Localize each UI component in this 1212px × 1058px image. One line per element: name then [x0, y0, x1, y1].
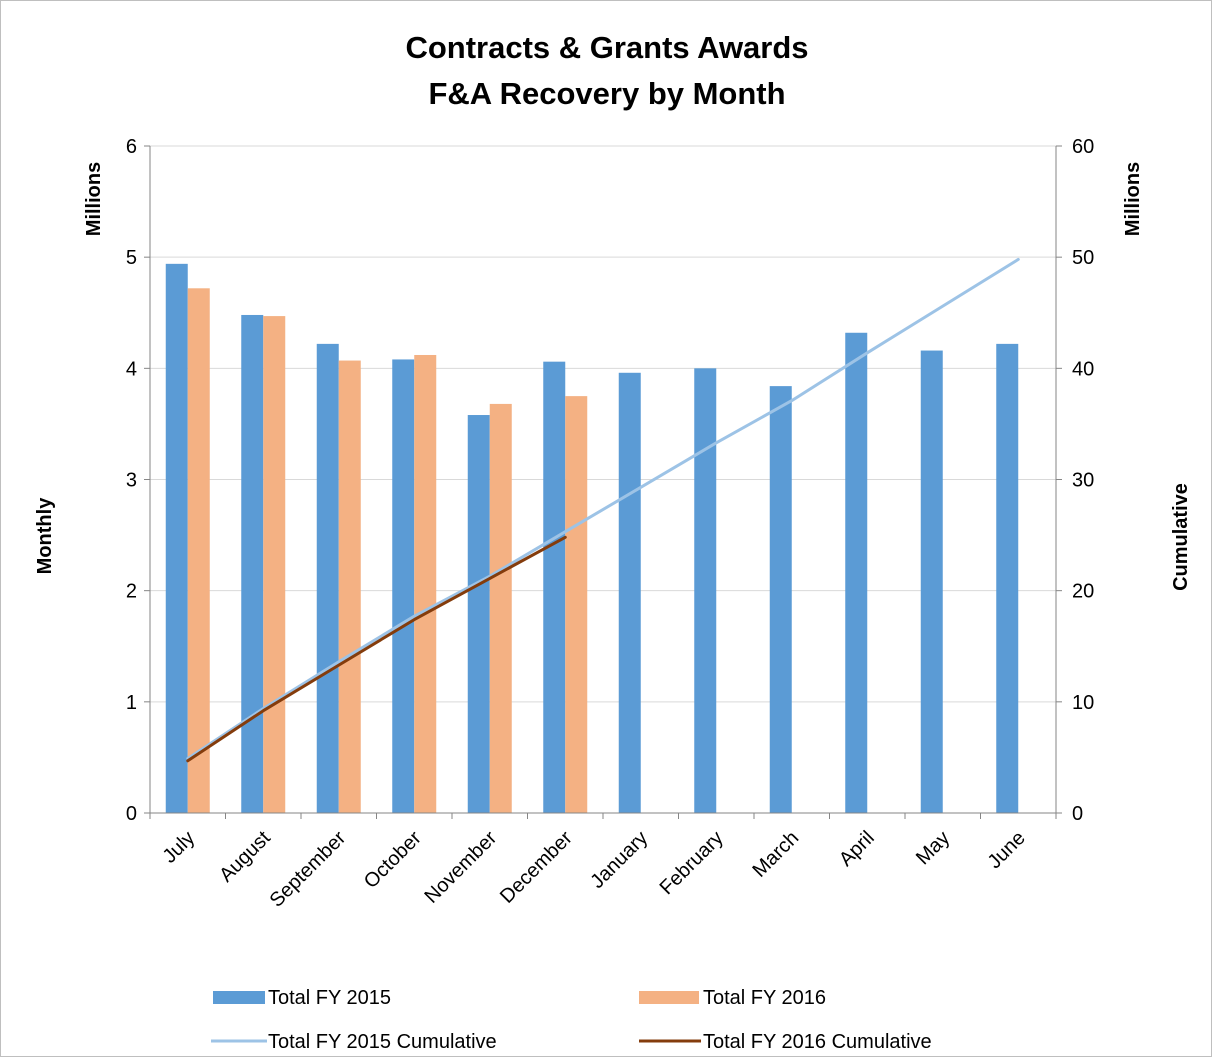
bar-total-fy-2015-march — [769, 386, 792, 813]
bar-total-fy-2015-february — [694, 368, 717, 813]
right-axis-tick-label: 10 — [1072, 692, 1094, 714]
line-total-fy-2016-cumulative — [186, 535, 567, 763]
x-axis-label-june: June — [984, 827, 1030, 873]
left-axis-tick-label: 4 — [126, 358, 137, 380]
bar-total-fy-2016-november — [489, 403, 512, 813]
left-axis-tick-label: 1 — [126, 692, 137, 714]
line-total-fy-2015-cumulative — [186, 257, 1020, 760]
bar-total-fy-2015-october — [392, 359, 415, 813]
bar-total-fy-2015-july — [165, 263, 188, 813]
x-axis-label-march: March — [748, 827, 803, 882]
right-axis-tick-label: 0 — [1072, 803, 1083, 825]
chart-title-line-2: F&A Recovery by Month — [428, 76, 785, 111]
x-axis-label-february: February — [656, 827, 728, 899]
x-axis-label-november: November — [420, 827, 501, 908]
legend-item-total-fy-2016-cumulative: Total FY 2016 Cumulative — [639, 1031, 932, 1053]
axis-titles: Millions Monthly Millions Cumulative — [34, 162, 1192, 591]
bar-total-fy-2015-january — [618, 372, 641, 813]
chart-title-line-1: Contracts & Grants Awards — [405, 30, 808, 65]
bar-total-fy-2015-may — [920, 350, 943, 813]
legend-label-total-fy-2016: Total FY 2016 — [703, 987, 826, 1009]
x-axis-label-september: September — [266, 827, 351, 912]
bar-total-fy-2015-december — [543, 361, 566, 813]
right-axis-tick-label: 20 — [1072, 581, 1094, 603]
right-axis-tick-label: 50 — [1072, 247, 1094, 269]
bar-series — [165, 263, 1019, 813]
left-axis-tick-label: 6 — [126, 136, 137, 158]
x-axis-label-january: January — [586, 827, 652, 893]
legend-item-total-fy-2015: Total FY 2015 — [213, 987, 391, 1009]
left-axis-title: Monthly — [34, 497, 56, 575]
legend-swatch-total-fy-2016 — [639, 991, 699, 1004]
bar-total-fy-2015-april — [845, 332, 868, 813]
left-axis-tick-label: 0 — [126, 803, 137, 825]
bar-total-fy-2016-august — [263, 316, 286, 813]
x-axis-label-october: October — [360, 827, 426, 893]
bar-total-fy-2015-september — [316, 343, 339, 813]
legend-label-total-fy-2015-cumulative: Total FY 2015 Cumulative — [268, 1031, 497, 1053]
legend-label-total-fy-2016-cumulative: Total FY 2016 Cumulative — [703, 1031, 932, 1053]
axes — [144, 145, 1062, 819]
bar-total-fy-2016-september — [338, 360, 361, 813]
gridlines — [150, 145, 1056, 703]
legend: Total FY 2015 Total FY 2016 Total FY 201… — [211, 987, 932, 1053]
right-axis-tick-label: 40 — [1072, 358, 1094, 380]
x-axis-label-december: December — [496, 827, 577, 908]
left-axis-tick-label: 5 — [126, 247, 137, 269]
x-axis-label-july: July — [159, 827, 200, 868]
bar-total-fy-2016-july — [187, 288, 210, 813]
left-axis-unit-label: Millions — [83, 162, 105, 236]
right-axis-tick-label: 30 — [1072, 470, 1094, 492]
bar-total-fy-2015-august — [241, 314, 264, 813]
bar-total-fy-2015-june — [996, 343, 1019, 813]
legend-item-total-fy-2016: Total FY 2016 — [639, 987, 826, 1009]
left-axis-tick-label: 3 — [126, 470, 137, 492]
x-axis-label-april: April — [835, 827, 879, 871]
right-axis-title: Cumulative — [1170, 483, 1192, 591]
right-axis-unit-label: Millions — [1122, 162, 1144, 236]
bar-total-fy-2015-november — [467, 415, 490, 813]
left-axis-tick-label: 2 — [126, 581, 137, 603]
right-axis-tick-label: 60 — [1072, 136, 1094, 158]
chart-title: Contracts & Grants Awards F&A Recovery b… — [405, 30, 808, 111]
bar-total-fy-2016-october — [414, 354, 437, 813]
x-axis-label-august: August — [215, 827, 275, 887]
legend-swatch-total-fy-2015 — [213, 991, 265, 1004]
legend-item-total-fy-2015-cumulative: Total FY 2015 Cumulative — [211, 1031, 497, 1053]
x-axis-label-may: May — [912, 827, 954, 869]
bar-total-fy-2016-december — [565, 396, 588, 813]
legend-label-total-fy-2015: Total FY 2015 — [268, 987, 391, 1009]
line-series — [186, 257, 1020, 763]
